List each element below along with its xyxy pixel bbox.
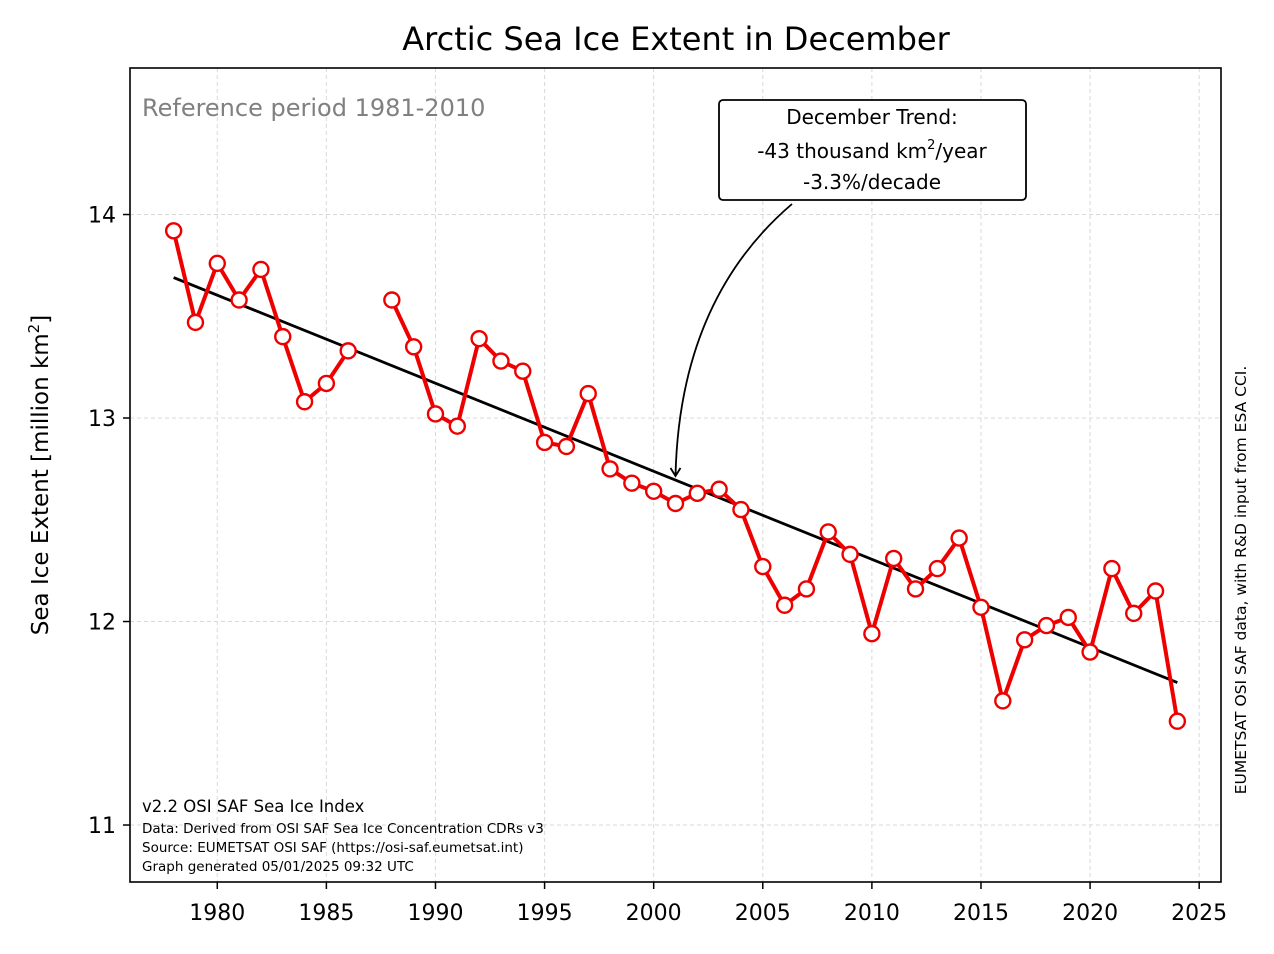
data-point	[1015, 631, 1034, 649]
data-point	[208, 254, 226, 273]
trend-annotation-rate: -43 thousand km2/year	[757, 138, 987, 163]
credits-block: v2.2 OSI SAF Sea Ice Index Data: Derived…	[142, 797, 544, 875]
trend-layer	[173, 276, 1178, 684]
data-point	[775, 596, 794, 614]
trend-annotation-rate-end: /year	[935, 139, 987, 163]
data-point	[928, 559, 947, 578]
data-point	[623, 474, 641, 492]
y-axis-label-main: Sea Ice Extent [million km	[28, 333, 54, 635]
data-point	[950, 529, 968, 547]
reference-period-note: Reference period 1981-2010	[142, 94, 485, 122]
data-point	[797, 580, 816, 598]
credit-source: Source: EUMETSAT OSI SAF (https://osi-sa…	[142, 840, 523, 856]
data-point	[230, 291, 248, 309]
series-line	[389, 299, 1180, 722]
data-point	[819, 523, 837, 541]
data-point	[754, 557, 772, 576]
y-tick-label: 11	[88, 814, 116, 839]
trend-annotation-arrow	[674, 203, 793, 477]
data-point	[317, 374, 336, 393]
x-tick-label: 1990	[407, 901, 463, 926]
data-point	[383, 291, 401, 309]
x-tick-label: 2025	[1171, 901, 1227, 926]
data-point	[841, 545, 859, 564]
data-point	[863, 625, 881, 643]
trend-annotation-title: December Trend:	[786, 105, 958, 129]
data-point	[1125, 604, 1143, 623]
data-point	[688, 484, 707, 503]
x-tick-label: 2000	[626, 901, 682, 926]
data-point	[164, 222, 183, 240]
data-point	[514, 362, 532, 380]
trend-annotation-percent: -3.3%/decade	[803, 170, 941, 194]
grid-layer	[130, 68, 1221, 882]
data-point	[339, 342, 357, 360]
series-layer	[164, 222, 1187, 730]
data-point	[710, 480, 728, 498]
y-axis-label-end: ]	[28, 315, 54, 324]
x-tick-label: 1995	[517, 901, 573, 926]
data-point	[906, 580, 925, 598]
data-point	[1103, 559, 1121, 578]
credit-generated: Graph generated 05/01/2025 09:32 UTC	[142, 859, 414, 875]
x-axis: 1980 1985 1990 1995 2000 2005 2010 2015 2020 2025	[189, 882, 1227, 926]
data-point	[535, 433, 554, 452]
trend-annotation-arrowhead	[669, 467, 682, 478]
data-point	[885, 549, 903, 568]
y-axis-label-superscript: 2	[25, 324, 43, 334]
data-point	[601, 460, 619, 478]
data-point	[732, 500, 750, 519]
x-tick-label: 2005	[735, 901, 791, 926]
data-point	[1168, 712, 1187, 730]
data-point	[492, 352, 510, 370]
x-tick-label: 1980	[189, 901, 245, 926]
y-tick-label: 13	[88, 407, 116, 432]
credit-version: v2.2 OSI SAF Sea Ice Index	[142, 797, 365, 816]
trend-annotation: December Trend: -43 thousand km2/year -3…	[669, 99, 1027, 478]
trend-annotation-rate-main: -43 thousand km	[757, 139, 927, 163]
data-point	[404, 338, 423, 356]
y-axis-label: Sea Ice Extent [million km2]	[25, 315, 54, 635]
data-point	[470, 329, 488, 348]
data-point	[274, 327, 292, 346]
data-point	[1146, 582, 1165, 600]
x-tick-label: 1985	[298, 901, 354, 926]
trend-line	[173, 276, 1178, 684]
x-tick-label: 2015	[953, 901, 1009, 926]
y-tick-label: 14	[88, 204, 116, 229]
data-point	[448, 417, 466, 435]
data-point	[1059, 608, 1077, 627]
x-tick-label: 2010	[844, 901, 900, 926]
chart-title: Arctic Sea Ice Extent in December	[402, 20, 950, 58]
data-point	[426, 405, 445, 423]
data-point	[557, 437, 576, 456]
data-point	[252, 260, 270, 279]
data-point	[994, 692, 1012, 710]
plot-frame	[129, 67, 1222, 883]
data-point	[186, 313, 205, 332]
data-point	[1081, 643, 1099, 661]
data-point	[579, 384, 597, 403]
y-axis: 11 12 13 14	[88, 204, 130, 839]
data-point	[666, 494, 685, 513]
data-point	[972, 598, 990, 616]
data-point	[295, 393, 314, 411]
y-tick-label: 12	[88, 611, 116, 636]
data-point	[1037, 616, 1056, 635]
data-point	[644, 482, 663, 500]
trend-annotation-box	[718, 99, 1027, 201]
trend-annotation-rate-superscript: 2	[927, 138, 935, 153]
x-tick-label: 2020	[1062, 901, 1118, 926]
credit-data: Data: Derived from OSI SAF Sea Ice Conce…	[142, 821, 544, 837]
side-note: EUMETSAT OSI SAF data, with R&D input fr…	[1232, 366, 1250, 795]
